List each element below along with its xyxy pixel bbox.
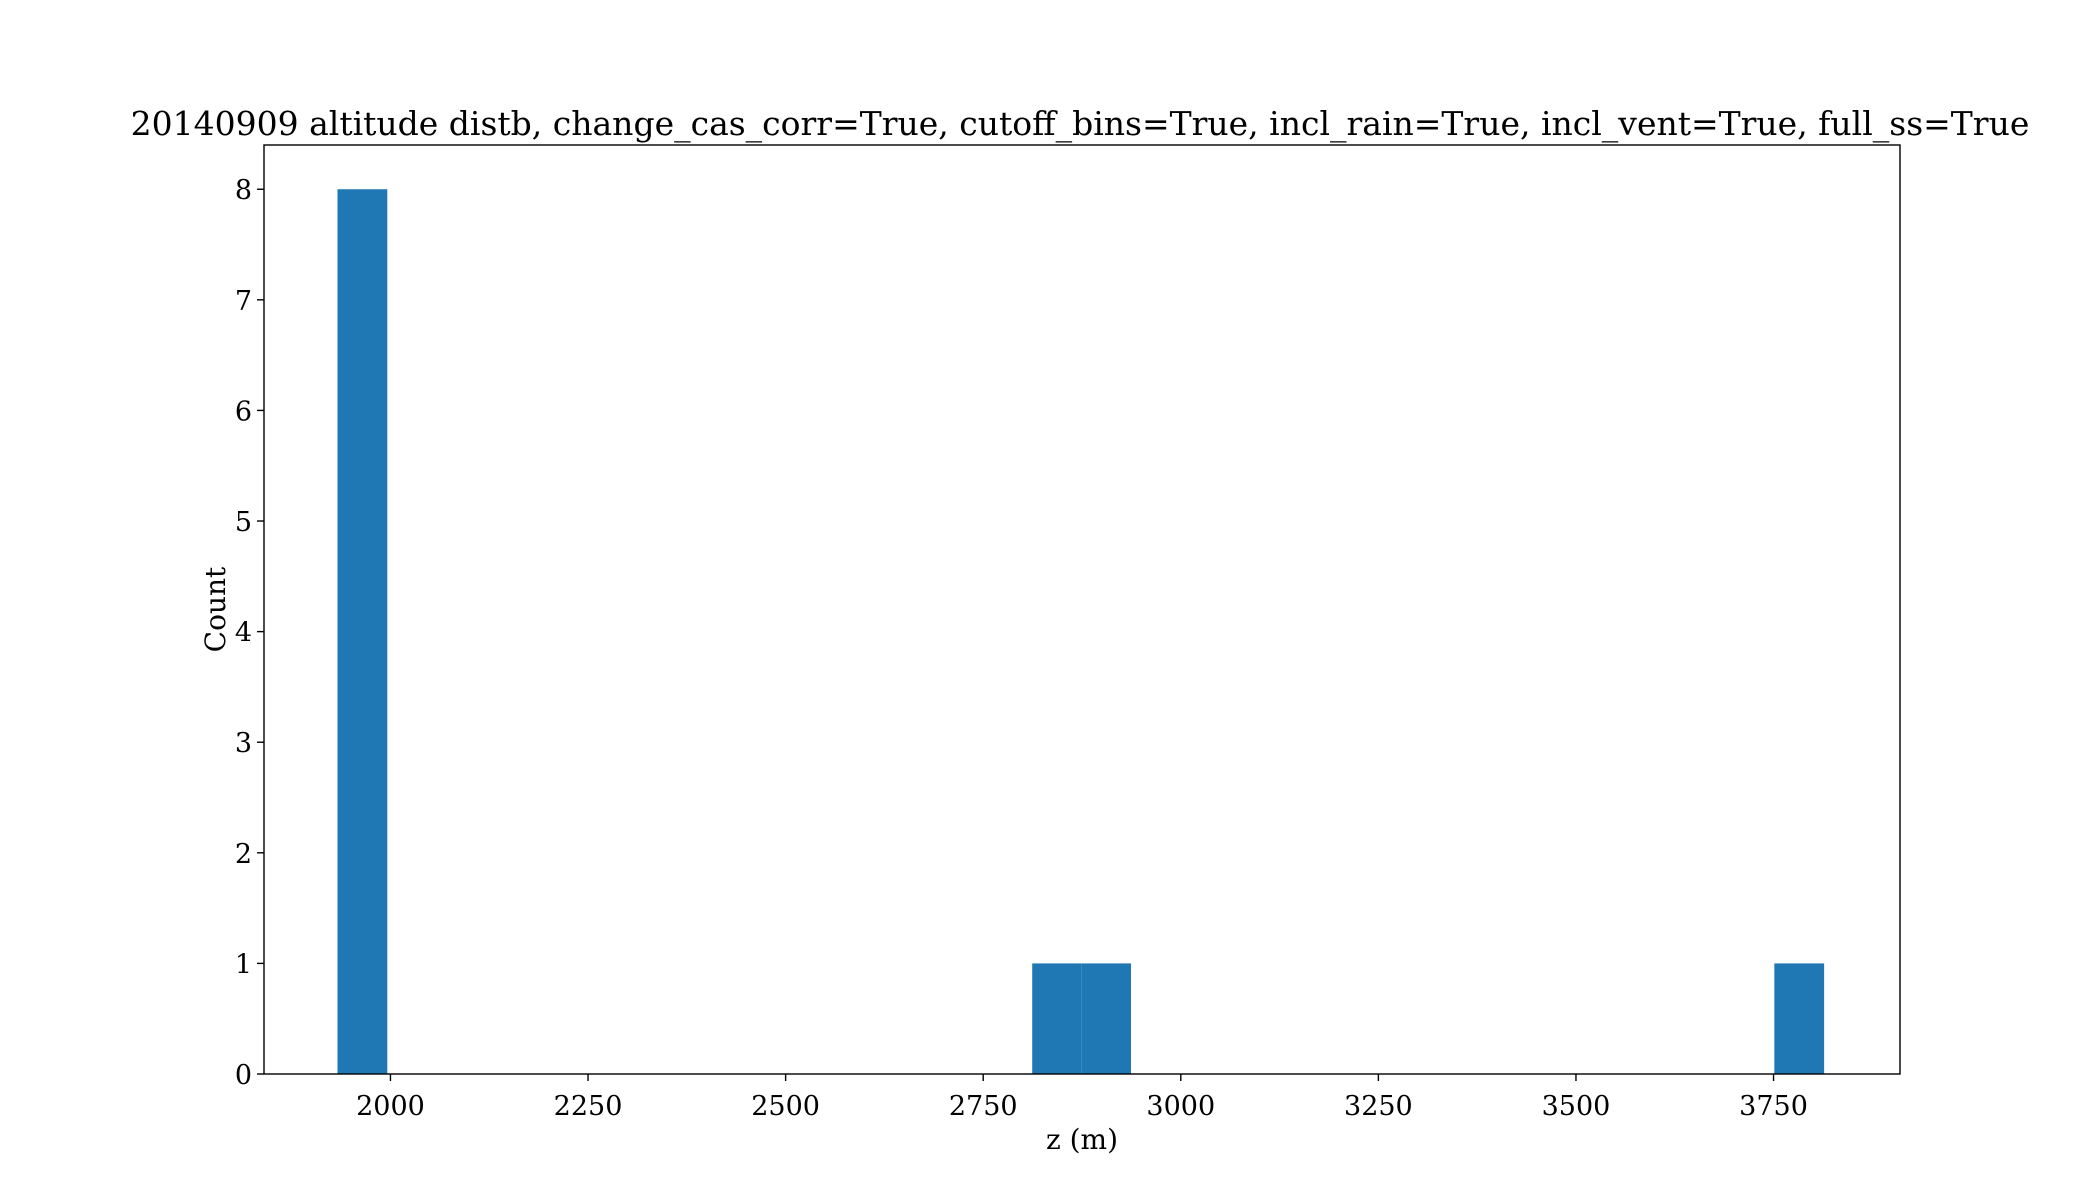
x-tick-label-6: 3500 (1542, 1091, 1611, 1122)
x-tick-label-2: 2500 (751, 1091, 820, 1122)
x-tick-label-1: 2250 (554, 1091, 623, 1122)
x-tick-label-4: 3000 (1146, 1091, 1215, 1122)
y-tick-label-7: 7 (235, 286, 252, 317)
histogram-bar-0 (337, 189, 388, 1074)
bars-layer (337, 189, 1825, 1074)
chart-title: 20140909 altitude distb, change_cas_corr… (131, 104, 2030, 144)
y-tick-label-2: 2 (235, 839, 252, 870)
x-tick-label-5: 3250 (1344, 1091, 1413, 1122)
x-axis-label: z (m) (1046, 1123, 1118, 1156)
y-tick-label-1: 1 (235, 949, 252, 980)
x-tick-label-3: 2750 (949, 1091, 1018, 1122)
y-tick-label-0: 0 (235, 1060, 252, 1091)
plot-frame (263, 144, 1901, 1075)
histogram-bar-2 (1081, 963, 1132, 1074)
y-tick-label-4: 4 (235, 618, 252, 649)
y-axis-label: Count (199, 566, 232, 652)
y-tick-label-5: 5 (235, 507, 252, 538)
histogram-bar-1 (1032, 963, 1082, 1074)
ticks-layer: 2000 2250 2500 2750 3000 3250 3500 3750 0 1 2 3 4 5 6 7… (235, 175, 1808, 1122)
y-tick-label-8: 8 (235, 175, 252, 206)
y-tick-label-6: 6 (235, 396, 252, 427)
y-tick-label-3: 3 (235, 728, 252, 759)
histogram-bar-3 (1774, 963, 1825, 1074)
x-tick-label-7: 3750 (1739, 1091, 1808, 1122)
x-tick-label-0: 2000 (356, 1091, 425, 1122)
